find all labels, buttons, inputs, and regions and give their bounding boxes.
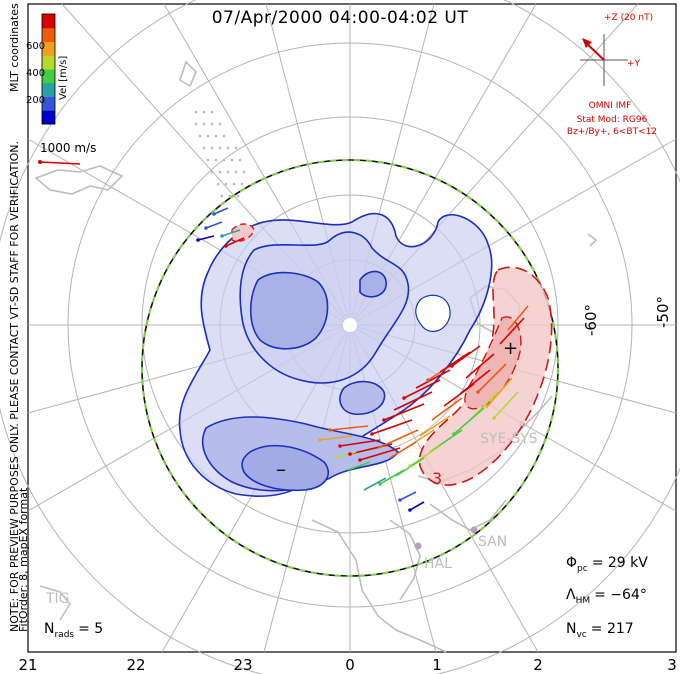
imf-model-line2: Bz+/By+, 6<BT<12 bbox=[567, 127, 657, 137]
colorbar-segment bbox=[42, 110, 55, 125]
phi-pc-stat: Φpc = 29 kV bbox=[566, 555, 648, 574]
radar-grid-points bbox=[194, 110, 246, 198]
colorbar-segment bbox=[42, 82, 55, 97]
colorbar-segment bbox=[42, 41, 55, 56]
mlt-label-22: 22 bbox=[126, 656, 145, 674]
lat-label-60: -60° bbox=[582, 304, 600, 336]
map-title: 07/Apr/2000 04:00-04:02 UT bbox=[211, 8, 469, 28]
reference-vector-label: 1000 m/s bbox=[40, 141, 96, 155]
mlt-label-0: 0 bbox=[345, 656, 355, 674]
hm-boundary bbox=[140, 158, 560, 578]
potential-max-label: + bbox=[503, 338, 518, 359]
mlt-label-2: 2 bbox=[533, 656, 543, 674]
colorbar-segment bbox=[42, 96, 55, 111]
coordinate-system-label: MLT coordinates bbox=[8, 3, 21, 92]
colorbar-segment bbox=[42, 27, 55, 42]
reference-vector-dot bbox=[38, 160, 42, 164]
colorbar-segment bbox=[42, 69, 55, 84]
mlt-label-3: 3 bbox=[667, 656, 677, 674]
radar-label-tig: TIG bbox=[45, 591, 70, 607]
n-rads-stat: Nrads = 5 bbox=[44, 621, 103, 640]
imf-y-label: +Y bbox=[627, 59, 641, 69]
mlt-label-21: 21 bbox=[18, 656, 37, 674]
mlt-label-23: 23 bbox=[233, 656, 252, 674]
colorbar-segment bbox=[42, 14, 55, 29]
mlt-label-1: 1 bbox=[432, 656, 442, 674]
lambda-hm-stat: ΛHM = −64° bbox=[566, 587, 647, 606]
imf-clock bbox=[580, 34, 628, 86]
colorbar-tick-400: 400 bbox=[26, 68, 45, 79]
fit-order-note: FitOrder: 8, mapEX format bbox=[17, 487, 30, 632]
negative-potential-cell bbox=[178, 212, 493, 497]
preview-note: NOTE: FOR PREVIEW PURPOSES ONLY. PLEASE … bbox=[8, 141, 21, 632]
colorbar-tick-600: 600 bbox=[26, 41, 45, 52]
radar-label-san: SAN bbox=[478, 534, 507, 550]
potential-min-label: – bbox=[276, 457, 286, 481]
colorbar-tick-200: 200 bbox=[26, 95, 45, 106]
colorbar-segment bbox=[42, 55, 55, 70]
colorbar-label: Vel [m/s] bbox=[58, 56, 69, 100]
imf-source: OMNI IMF bbox=[589, 101, 632, 111]
velocity-vectors bbox=[197, 207, 529, 511]
pole-marker bbox=[343, 318, 357, 332]
velocity-colorbar bbox=[41, 13, 56, 125]
imf-model-line1: Stat Mod: RG96 bbox=[577, 115, 648, 125]
lat-label-50: -50° bbox=[654, 296, 672, 328]
imf-scale-label: +Z (20 nT) bbox=[604, 13, 653, 23]
colorbar-border bbox=[41, 13, 56, 125]
potential-contour-label: 3 bbox=[432, 469, 442, 488]
reference-vector bbox=[39, 161, 81, 165]
n-vc-stat: Nvc = 217 bbox=[566, 621, 634, 640]
vector-dots bbox=[196, 212, 496, 512]
radar-label-sye-sys: SYE-SYS bbox=[480, 431, 538, 447]
radar-label-hal: HAL bbox=[424, 556, 452, 572]
